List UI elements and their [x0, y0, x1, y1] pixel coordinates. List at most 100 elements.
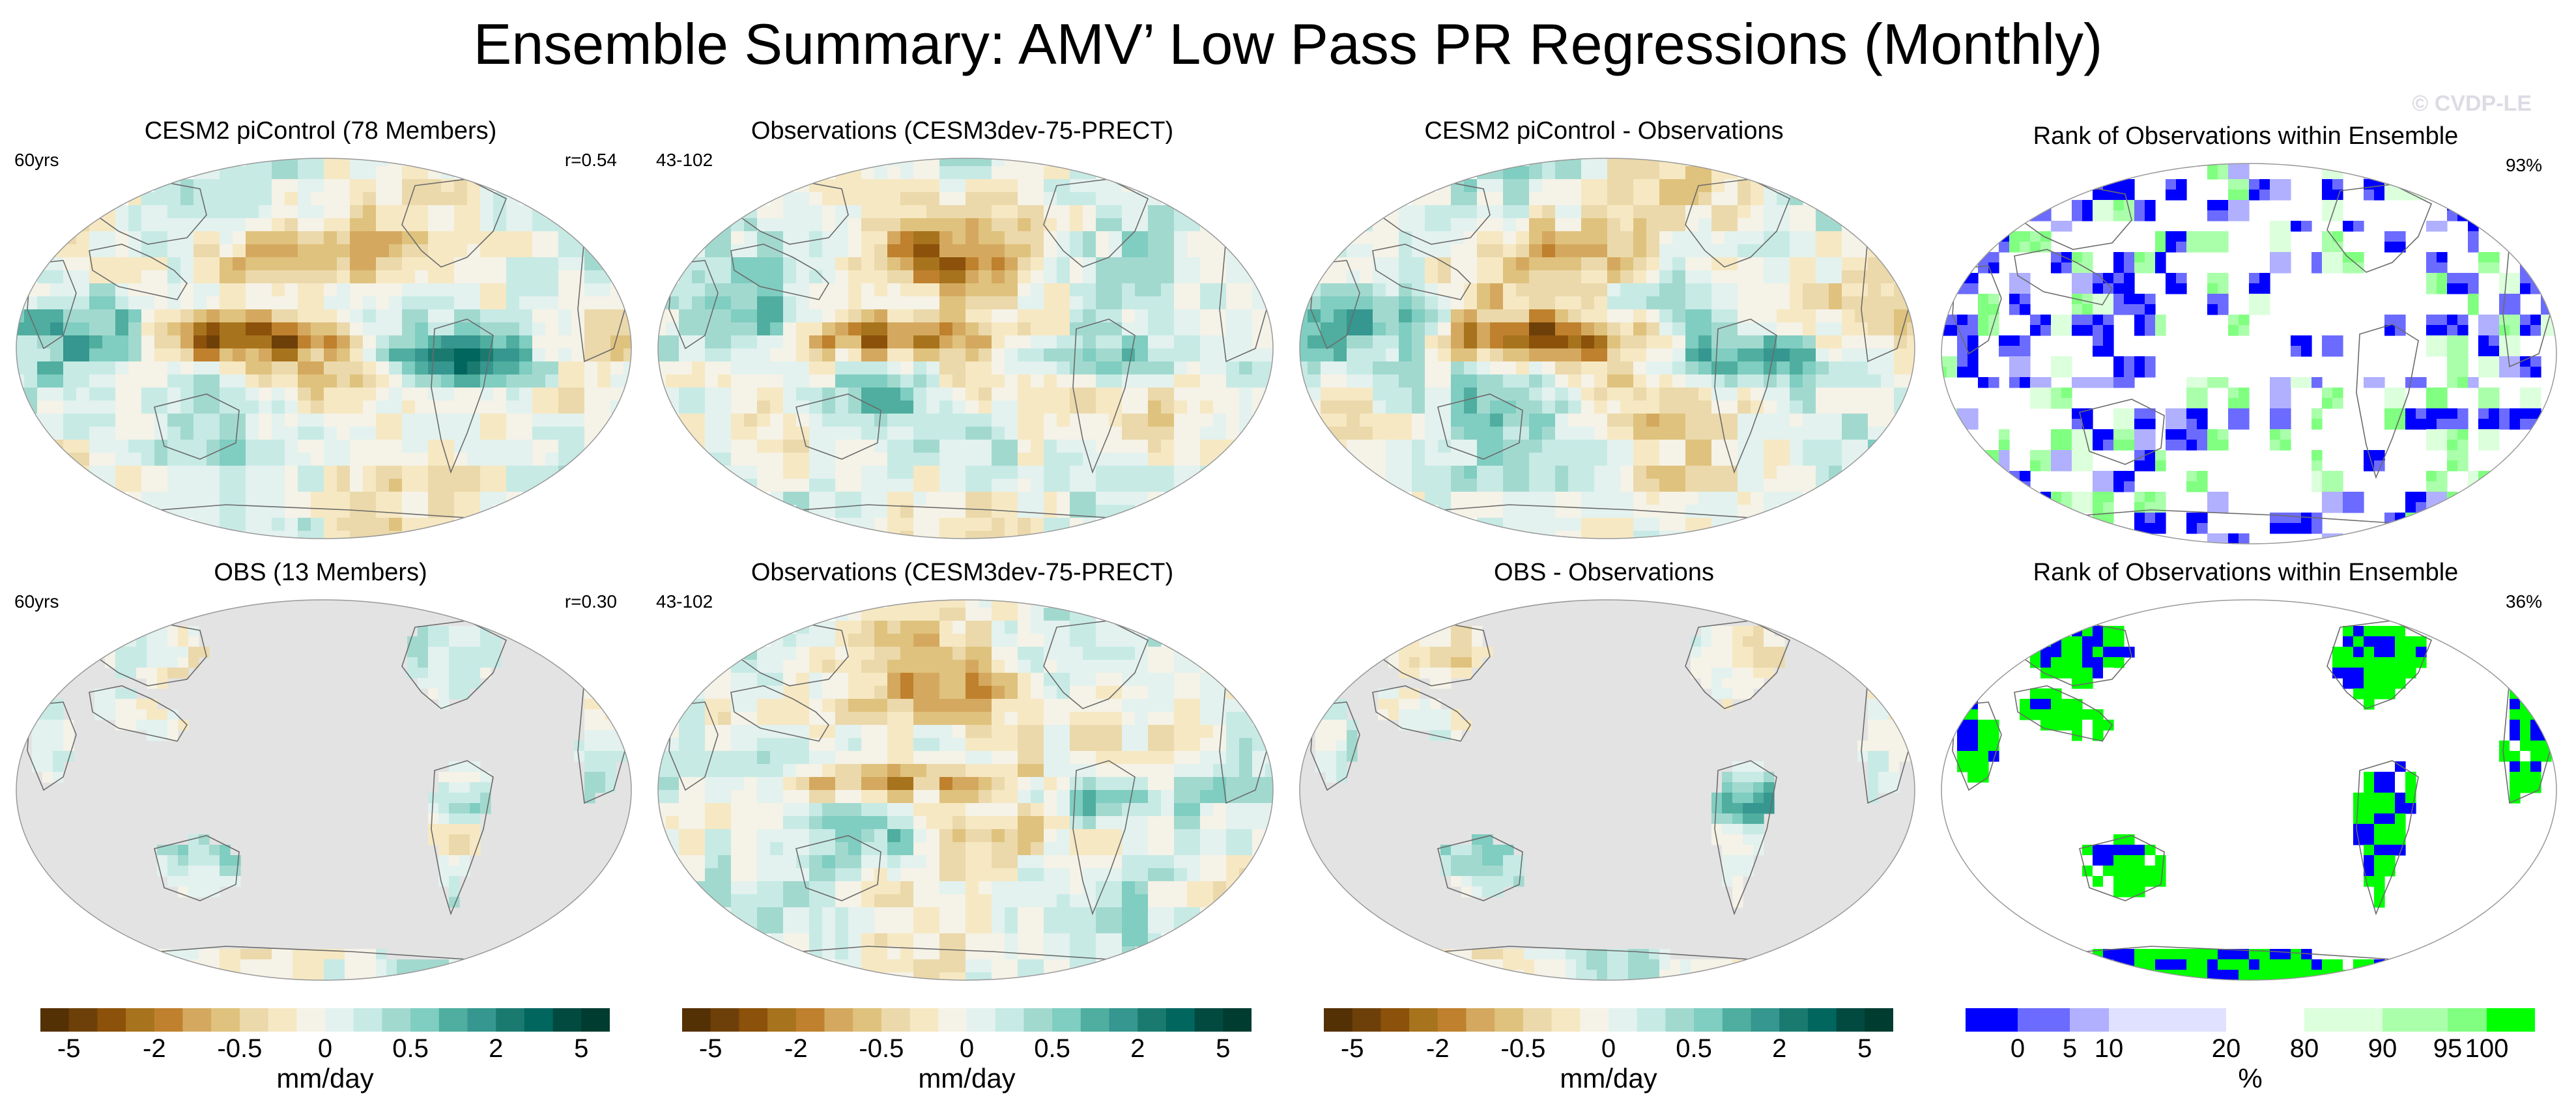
map-border — [1299, 599, 1915, 981]
panel-rank-percent: 36% — [2505, 591, 2542, 612]
colorbar-swatch — [2018, 1008, 2070, 1032]
map-border — [657, 158, 1274, 539]
map-border — [16, 599, 632, 981]
colorbar-swatch — [1194, 1008, 1224, 1032]
colorbar-swatch — [1609, 1008, 1638, 1032]
colorbar-swatch — [2070, 1008, 2110, 1032]
colorbar-tick: -2 — [784, 1034, 808, 1063]
panel-cesm2-picontrol: CESM2 piControl (78 Members) 60yrs r=0.5… — [1, 117, 640, 547]
colorbar-label: mm/day — [918, 1063, 1016, 1094]
map-svg — [657, 599, 1274, 981]
colorbar-swatch — [1523, 1008, 1553, 1032]
colorbar-tick: 20 — [2211, 1034, 2241, 1063]
colorbar-label: % — [2238, 1063, 2263, 1094]
panel-correlation-label: r=0.54 — [564, 150, 617, 170]
colorbar-swatch — [524, 1008, 554, 1032]
map-field — [1315, 626, 1910, 980]
map-obs-minus-obs — [1295, 595, 1920, 985]
colorbar-swatch — [1052, 1008, 1081, 1032]
colorbar-swatch — [438, 1008, 468, 1032]
colorbar-swatch — [325, 1008, 354, 1032]
panel-period-label: 60yrs — [14, 150, 59, 170]
colorbar-swatches — [1966, 1008, 2535, 1032]
panel-observations-row1: Observations (CESM3dev-75-PRECT) 43-102 — [643, 117, 1281, 547]
map-rank-row2 — [1936, 595, 2562, 985]
colorbar-swatch — [1080, 1008, 1109, 1032]
colorbar-tick: 5 — [1857, 1034, 1872, 1063]
colorbar-swatch — [1722, 1008, 1751, 1032]
colorbar-swatch — [239, 1008, 269, 1032]
colorbar-swatch — [1166, 1008, 1195, 1032]
map-svg — [1941, 599, 2557, 981]
colorbar-swatch — [1865, 1008, 1893, 1032]
colorbar-tick: 5 — [1216, 1034, 1231, 1063]
colorbar-tick: 5 — [574, 1034, 589, 1063]
colorbar-swatch — [382, 1008, 411, 1032]
colorbar-swatch — [1352, 1008, 1381, 1032]
colorbar-1: -5 -2 -0.5 0 0.5 2 5 mm/day — [40, 1008, 610, 1094]
panel-title: OBS - Observations — [1494, 559, 1714, 586]
panel-period-label: 43-102 — [656, 591, 713, 612]
colorbar-tick: -2 — [143, 1034, 166, 1063]
colorbar-tick: -5 — [698, 1034, 723, 1063]
colorbar-swatch — [824, 1008, 853, 1032]
colorbar-swatch — [268, 1008, 297, 1032]
colorbar-swatch — [682, 1008, 711, 1032]
colorbar-swatch — [1637, 1008, 1666, 1032]
panel-rank-row2: Rank of Observations within Ensemble 36% — [1926, 559, 2565, 989]
colorbar-tick: 5 — [2062, 1034, 2078, 1063]
colorbar-swatch — [1551, 1008, 1581, 1032]
colorbar-tick: 0.5 — [392, 1034, 429, 1063]
colorbar-swatch — [2304, 1008, 2383, 1032]
panel-obs-minus-obs: OBS - Observations — [1285, 559, 1923, 989]
colorbar-swatch — [909, 1008, 939, 1032]
watermark: © CVDP-LE — [2412, 91, 2532, 116]
panel-observations-row2: Observations (CESM3dev-75-PRECT) 43-102 — [643, 559, 1281, 989]
colorbar-swatch — [853, 1008, 882, 1032]
map-field — [16, 158, 631, 539]
colorbar-swatch — [126, 1008, 155, 1032]
panel-title: CESM2 piControl (78 Members) — [144, 117, 497, 145]
panel-title: Rank of Observations within Ensemble — [2033, 559, 2459, 586]
colorbar-swatch — [467, 1008, 496, 1032]
colorbar-swatch — [795, 1008, 825, 1032]
colorbar-swatch — [2448, 1008, 2487, 1032]
panel-period-label: 60yrs — [14, 591, 59, 612]
map-field — [32, 626, 627, 980]
colorbar-swatch — [296, 1008, 326, 1032]
colorbar-ticks: -5 -2 -0.5 0 0.5 2 5 — [682, 1034, 1252, 1067]
panel-cesm2-minus-obs: CESM2 piControl - Observations — [1285, 117, 1923, 547]
map-obs-13-members — [11, 595, 637, 985]
map-svg — [1941, 163, 2557, 544]
colorbar-swatch — [552, 1008, 582, 1032]
colorbar-swatch — [1966, 1008, 2018, 1032]
colorbar-swatch — [581, 1008, 610, 1032]
colorbar-swatch — [1223, 1008, 1252, 1032]
colorbar-swatch — [710, 1008, 739, 1032]
map-border — [1941, 163, 2557, 544]
map-border — [16, 158, 632, 539]
panel-title: Observations (CESM3dev-75-PRECT) — [751, 117, 1174, 145]
panel-correlation-label: r=0.30 — [564, 591, 617, 612]
colorbar-swatch — [2109, 1008, 2227, 1032]
map-svg — [1299, 158, 1915, 539]
colorbar-label: mm/day — [276, 1063, 374, 1094]
colorbar-swatches — [1324, 1008, 1893, 1032]
colorbar-swatch — [1109, 1008, 1138, 1032]
colorbar-swatch — [1779, 1008, 1809, 1032]
colorbar-swatch — [182, 1008, 212, 1032]
colorbar-2: -5 -2 -0.5 0 0.5 2 5 mm/day — [682, 1008, 1252, 1094]
map-cesm2-minus-obs — [1295, 153, 1920, 544]
colorbar-swatch — [496, 1008, 525, 1032]
colorbar-tick: -0.5 — [1500, 1034, 1546, 1063]
map-cesm2-picontrol — [11, 153, 637, 544]
panel-title: OBS (13 Members) — [214, 559, 427, 586]
colorbar-swatch — [97, 1008, 126, 1032]
colorbar-swatch — [1751, 1008, 1780, 1032]
colorbar-swatch — [1466, 1008, 1495, 1032]
colorbar-swatches — [40, 1008, 610, 1032]
colorbar-swatch — [1836, 1008, 1865, 1032]
panel-period-label: 43-102 — [656, 150, 713, 170]
colorbar-swatch — [211, 1008, 240, 1032]
map-field — [1300, 158, 1915, 539]
